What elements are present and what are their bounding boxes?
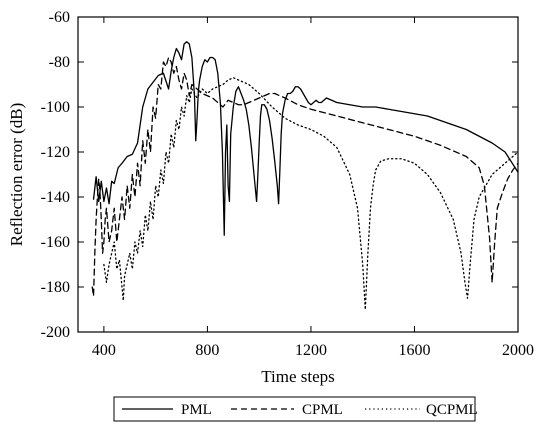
legend: PML CPML QCPML xyxy=(113,396,478,422)
y-tick-label--100: -100 xyxy=(41,99,70,116)
legend-label-pml: PML xyxy=(181,402,212,418)
y-tick-label--80: -80 xyxy=(49,54,70,71)
axis-ticks xyxy=(78,16,519,333)
y-tick-label--200: -200 xyxy=(41,324,70,341)
y-tick-label--60: -60 xyxy=(49,9,70,26)
x-axis-label: Time steps xyxy=(261,367,335,386)
plot-frame xyxy=(77,16,519,333)
legend-box xyxy=(113,396,476,422)
x-tick-label-800: 800 xyxy=(195,342,219,359)
y-tick-label--160: -160 xyxy=(41,234,70,251)
legend-label-qcpml: QCPML xyxy=(426,402,478,418)
y-tick-label--180: -180 xyxy=(41,279,70,296)
x-tick-label-400: 400 xyxy=(92,342,116,359)
legend-label-cpml: CPML xyxy=(302,402,343,418)
axis-tick-labels: 400 800 1200 1600 2000 -200 -180 -160 -140 -120 -1… xyxy=(41,9,534,359)
y-tick-label--120: -120 xyxy=(41,144,70,161)
plot-lines xyxy=(91,41,519,311)
y-tick-label--140: -140 xyxy=(41,189,70,206)
y-axis-label: Reflection error (dB) xyxy=(7,103,26,247)
x-tick-label-2000: 2000 xyxy=(502,342,534,359)
series-line-qcpml xyxy=(103,77,519,311)
x-tick-label-1600: 1600 xyxy=(398,342,430,359)
series-line-pml xyxy=(92,41,519,236)
series-line-cpml xyxy=(91,56,519,297)
x-tick-label-1200: 1200 xyxy=(295,342,327,359)
